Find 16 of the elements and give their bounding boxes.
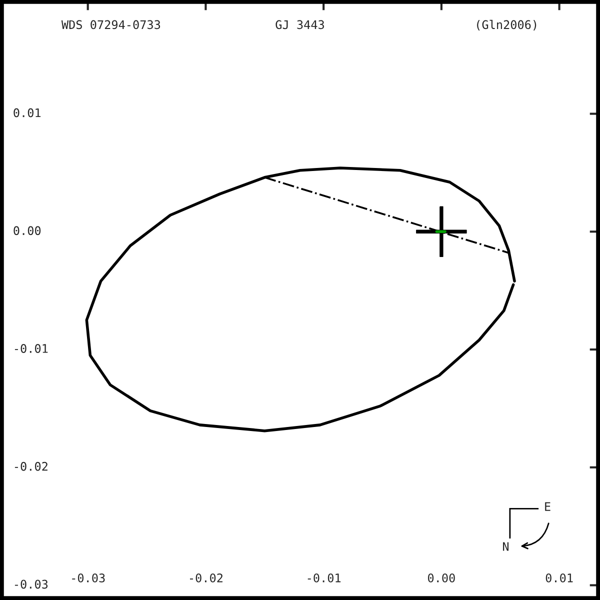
x-tick-label: -0.01 (308, 573, 341, 582)
annotation: WDS 07294-0733 (61, 20, 160, 30)
x-tick-label: 0.00 (428, 573, 455, 582)
y-tick-label: 0.00 (14, 226, 41, 236)
text: GJ 3443 (276, 20, 324, 30)
annotation: E (545, 502, 550, 511)
annotation: N (503, 542, 509, 551)
y-tick-label: -0.02 (14, 462, 48, 471)
x-tick-label: -0.03 (72, 573, 105, 582)
x-tick-label: 0.01 (546, 573, 573, 582)
y-tick-label: 0.01 (14, 108, 41, 118)
annotation: (Gln2006) (477, 20, 536, 30)
x-tick-label: -0.02 (190, 573, 222, 582)
y-tick-label: -0.03 (14, 580, 48, 589)
y-tick-label: -0.01 (14, 344, 48, 353)
line-series (85, 166, 516, 432)
